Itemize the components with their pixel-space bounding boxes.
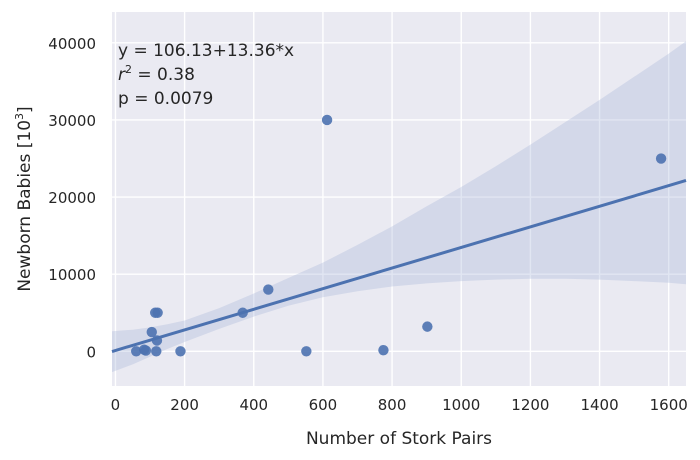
- y-tick-label: 20000: [48, 189, 96, 207]
- y-tick-label: 40000: [48, 35, 96, 53]
- y-axis-label-text: Newborn Babies [10: [15, 120, 35, 292]
- x-tick-label: 1400: [580, 396, 618, 414]
- y-tick-label: 30000: [48, 112, 96, 130]
- x-tick-label: 600: [309, 396, 338, 414]
- data-point: [152, 307, 163, 318]
- confidence-band: [112, 41, 686, 373]
- data-point: [237, 307, 248, 318]
- x-tick-label: 0: [111, 396, 121, 414]
- r-squared-text: r2 = 0.38: [118, 63, 195, 85]
- data-point: [321, 114, 333, 126]
- data-point: [422, 321, 433, 332]
- x-tick-label: 1200: [511, 396, 549, 414]
- data-point: [140, 345, 152, 356]
- data-point: [151, 346, 162, 357]
- r-value: = 0.38: [132, 65, 195, 85]
- r-symbol: r: [118, 65, 126, 85]
- x-tick-label: 200: [170, 396, 199, 414]
- grid-lines: [112, 12, 686, 386]
- r-exponent: 2: [125, 63, 132, 76]
- y-axis-label-exponent: 3: [13, 113, 26, 120]
- x-axis-label: Number of Stork Pairs: [306, 429, 492, 449]
- y-tick-label: 10000: [48, 266, 96, 284]
- x-tick-label: 1600: [650, 396, 688, 414]
- y-axis-label-suffix: ]: [15, 106, 35, 113]
- y-tick-labels: 0 10000 20000 30000 40000: [48, 35, 96, 361]
- data-point: [146, 326, 157, 338]
- data-point: [131, 346, 142, 357]
- y-tick-label: 0: [86, 343, 96, 361]
- p-value-text: p = 0.0079: [118, 89, 213, 109]
- data-point: [655, 153, 667, 164]
- data-point: [378, 344, 389, 356]
- data-point: [175, 346, 186, 357]
- x-tick-label: 400: [239, 396, 268, 414]
- data-point: [263, 284, 274, 295]
- x-tick-label: 1000: [442, 396, 480, 414]
- data-points: [131, 114, 667, 357]
- regression-equation: y = 106.13+13.36*x: [118, 41, 294, 61]
- regression-line: [111, 179, 687, 353]
- x-tick-labels: 0 200 400 600 800 1000 1200 1400 1600: [111, 396, 688, 414]
- x-tick-label: 800: [378, 396, 407, 414]
- y-axis-label: Newborn Babies [103]: [13, 106, 35, 291]
- data-point: [151, 335, 163, 346]
- data-point: [301, 346, 312, 357]
- regression-annotation: y = 106.13+13.36*x r2 = 0.38 p = 0.0079: [118, 41, 294, 109]
